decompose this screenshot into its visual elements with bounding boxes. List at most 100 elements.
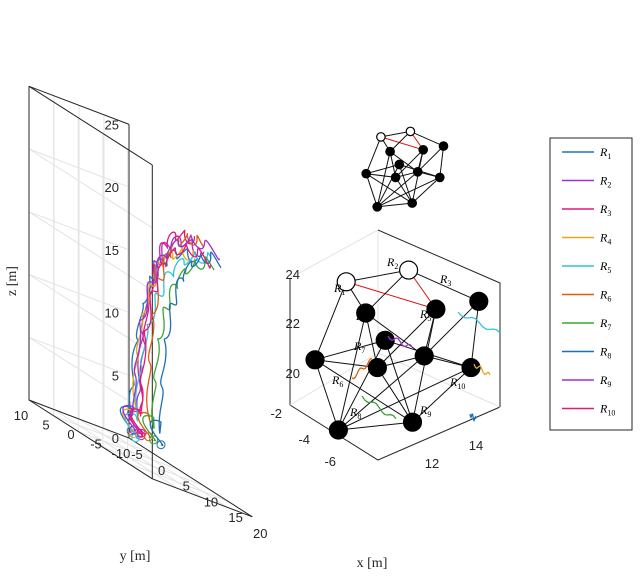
z-axis-label: z [m] xyxy=(5,266,20,296)
grid-z xyxy=(28,274,153,354)
z-tick-label: 20 xyxy=(105,180,119,195)
y-tick-label: -5 xyxy=(90,437,102,452)
formation-edge xyxy=(376,151,391,207)
start-marker-R9 xyxy=(129,425,139,435)
trajectory-R1 xyxy=(119,248,199,433)
legend-label-R4: R4 xyxy=(599,231,611,247)
inset-plot: R1 R2 R3 R4 R5 R6 R7 R8 R9 R10 24 22 20 -2 -4 -6 12 14 xyxy=(270,229,501,471)
inset-formation-edge xyxy=(346,269,409,283)
x-tick-label: 0 xyxy=(158,463,165,478)
z-tick-label: 0 xyxy=(112,431,119,446)
inset-trajectory-stub xyxy=(473,363,491,376)
inset-formation-edge xyxy=(365,269,409,314)
formation-node xyxy=(376,132,386,142)
legend: R1 R2 R3 R4 R5 R6 R7 R8 R9 R10 xyxy=(549,137,633,431)
inset-formation-node xyxy=(367,358,387,378)
legend-label-R3: R3 xyxy=(599,202,611,218)
inset-formation-edge xyxy=(314,359,339,431)
formation-edge xyxy=(411,177,441,204)
inset-formation-edge xyxy=(314,339,386,361)
inset-trajectory-stub xyxy=(387,335,413,348)
inset-z-tick: 20 xyxy=(286,366,300,381)
y-tick-label: 5 xyxy=(42,418,49,433)
inset-label-R10: R10 xyxy=(449,375,465,391)
inset-frame-right xyxy=(377,229,501,407)
inset-formation-node xyxy=(328,420,348,440)
x-tick-label: -5 xyxy=(131,447,143,462)
z-tick-label: 5 xyxy=(112,368,119,383)
trajectory-R7 xyxy=(142,256,215,442)
formation-node xyxy=(418,144,429,155)
inset-formation-edge xyxy=(470,301,480,368)
inset-formation-node xyxy=(399,260,419,280)
x-tick-label: 5 xyxy=(183,479,190,494)
x-tick-label: 20 xyxy=(253,526,267,541)
formation-node xyxy=(394,159,405,170)
inset-formation-edge xyxy=(384,340,413,423)
inset-formation-edge xyxy=(337,312,367,431)
formation-node xyxy=(434,172,445,183)
axis-edge xyxy=(128,437,253,518)
inset-formation-edge xyxy=(338,421,413,431)
inset-formation-node xyxy=(469,291,489,311)
inset-formation-edge xyxy=(412,367,472,423)
inset-z-tick: 22 xyxy=(286,316,300,331)
formation-edge xyxy=(410,130,444,147)
grid-z xyxy=(28,148,153,229)
inset-formation-node xyxy=(375,330,395,350)
legend-label-R7: R7 xyxy=(599,316,611,332)
inset-label-R5: R5 xyxy=(419,307,431,323)
inset-trajectory-stub xyxy=(457,311,501,334)
inset-formation-node xyxy=(402,412,423,432)
x-tick-label: 15 xyxy=(228,510,242,525)
formation-edge xyxy=(365,136,382,174)
axis-edge xyxy=(28,85,153,166)
inset-formation-edge xyxy=(337,340,386,431)
inset-trajectory-stub xyxy=(351,358,373,380)
inset-formation-edge xyxy=(338,355,425,431)
y-tick-label: -10 xyxy=(112,446,131,461)
inset-formation-edge xyxy=(365,312,425,357)
inset-formation-node xyxy=(426,299,446,319)
inset-formation-edge xyxy=(314,359,413,423)
inset-formation-node xyxy=(336,272,356,292)
start-marker-R7 xyxy=(149,435,159,445)
trajectory-R6 xyxy=(137,232,204,439)
trajectory-R9 xyxy=(122,233,221,432)
axis-edge xyxy=(28,399,130,439)
inset-formation-node xyxy=(305,350,325,370)
formation-edge xyxy=(376,171,419,208)
inset-formation-edge xyxy=(314,281,347,360)
axis-edge xyxy=(28,85,130,125)
legend-box xyxy=(549,137,633,431)
legend-label-R8: R8 xyxy=(599,345,611,361)
formation-node xyxy=(412,166,423,177)
inset-x-tick: 12 xyxy=(425,456,439,471)
inset-label-R6: R6 xyxy=(331,373,343,389)
formation-graph xyxy=(361,126,449,212)
legend-label-R5: R5 xyxy=(599,259,611,275)
formation-edge xyxy=(395,177,413,204)
formation-edge xyxy=(439,146,444,178)
inset-y-tick: -4 xyxy=(298,432,310,447)
inset-label-R2: R2 xyxy=(386,255,398,271)
formation-edge xyxy=(398,164,413,204)
formation-node xyxy=(405,126,416,137)
z-tick-label: 15 xyxy=(105,243,119,258)
inset-label-R1: R1 xyxy=(333,281,345,297)
formation-node xyxy=(390,172,401,183)
formation-edge xyxy=(366,164,400,175)
inset-formation-edge xyxy=(412,308,437,423)
formation-node xyxy=(361,168,372,179)
inset-z-tick: 24 xyxy=(286,267,300,282)
x-tick-label: 10 xyxy=(204,494,218,509)
formation-edge xyxy=(365,173,378,207)
legend-label-R10: R10 xyxy=(599,402,615,418)
inset-formation-node xyxy=(414,346,434,366)
inset-label-R3: R3 xyxy=(439,272,451,288)
inset-formation-edge xyxy=(423,300,480,357)
y-axis-label: y [m] xyxy=(120,549,151,564)
inset-label-R4: R4 xyxy=(355,309,367,325)
axis-edge xyxy=(152,478,253,518)
